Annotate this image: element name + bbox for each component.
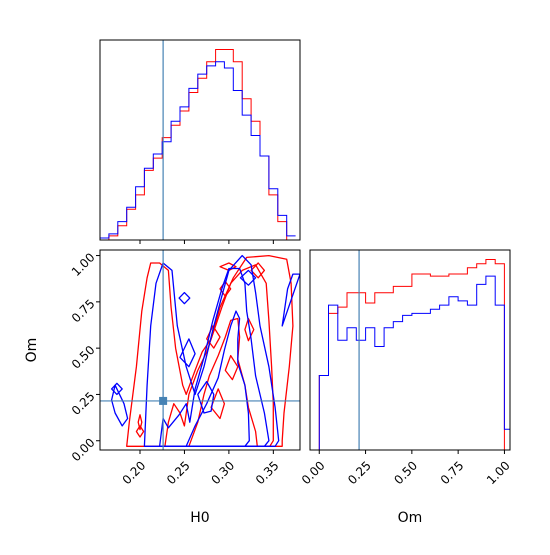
om-x-axis-label: Om bbox=[398, 510, 423, 526]
contour-run-a-5 bbox=[179, 338, 196, 368]
h0-hist-run-a bbox=[100, 61, 296, 239]
om-y-tick-label-3: 0.75 bbox=[69, 297, 98, 326]
om-y-tick-label-2: 0.50 bbox=[69, 343, 98, 372]
om-hist-clip-group bbox=[310, 259, 510, 450]
contour-run-a-1 bbox=[158, 267, 270, 447]
h0-hist-frame bbox=[99, 39, 301, 241]
om-x-tick-label-1: 0.25 bbox=[345, 458, 374, 487]
contour-run-a-2 bbox=[185, 310, 250, 447]
contour-run-a-7 bbox=[239, 269, 257, 286]
contour-run-b-2 bbox=[188, 317, 258, 447]
contour-run-b-3 bbox=[210, 388, 226, 420]
om-y-tick-label-1: 0.25 bbox=[69, 389, 98, 418]
om-x-tick-label-0: 0.00 bbox=[299, 458, 328, 487]
contour-frame bbox=[99, 249, 301, 451]
contour-run-b-11 bbox=[137, 414, 143, 431]
contour-run-a-4 bbox=[197, 380, 215, 414]
om-x-tick-label-4: 1.00 bbox=[484, 458, 513, 487]
om-y-tick-label-4: 1.00 bbox=[69, 250, 98, 279]
om-x-tick-label-3: 0.75 bbox=[438, 458, 467, 487]
h0-tick-label-1: 0.25 bbox=[164, 458, 193, 487]
h0-tick-label-2: 0.30 bbox=[208, 458, 237, 487]
om-hist-run-b bbox=[310, 259, 510, 450]
contour-run-a-0 bbox=[143, 254, 280, 447]
contour-run-b-7 bbox=[250, 262, 266, 279]
contour-clip-group bbox=[110, 254, 300, 447]
om-histogram-panel: 0.00 0.25 0.50 0.75 1.00 Om bbox=[299, 249, 513, 526]
om-y-tick-label-0: 0.00 bbox=[69, 435, 98, 464]
om-hist-frame bbox=[309, 249, 511, 451]
om-y-axis-label: Om bbox=[24, 338, 40, 363]
contour-run-b-0 bbox=[126, 254, 294, 447]
om-x-tick-label-2: 0.50 bbox=[391, 458, 420, 487]
h0-tick-label-3: 0.35 bbox=[253, 458, 282, 487]
contour-run-b-8 bbox=[219, 262, 237, 272]
truth-marker bbox=[159, 396, 168, 405]
contour-run-a-9 bbox=[281, 273, 300, 327]
contour-run-b-10 bbox=[135, 425, 145, 438]
h0-axis-label: H0 bbox=[190, 510, 209, 526]
h0-hist-clip-group bbox=[100, 49, 296, 240]
contour-run-b-9 bbox=[244, 317, 255, 342]
h0-histogram-panel bbox=[99, 39, 301, 244]
h0-om-contour-panel: 0.20 0.25 0.30 0.35 0.00 0.25 0.50 0.75 1.00 H0 Om bbox=[24, 249, 301, 526]
contour-run-a-6 bbox=[178, 291, 191, 305]
om-hist-run-a bbox=[310, 275, 510, 450]
contour-run-a-8 bbox=[110, 382, 123, 396]
contour-run-b-4 bbox=[224, 354, 239, 381]
h0-tick-label-0: 0.20 bbox=[120, 458, 149, 487]
